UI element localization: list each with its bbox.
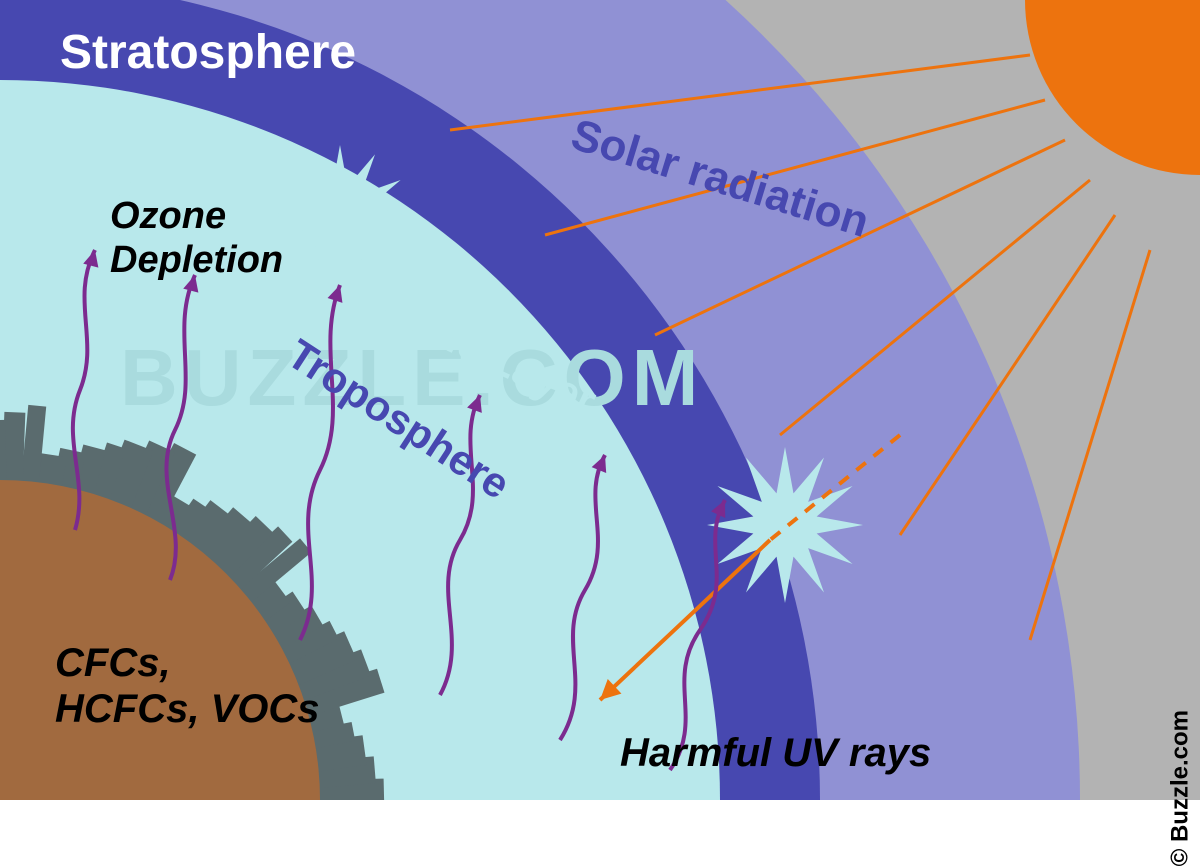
copyright-label: © Buzzle.com xyxy=(1166,710,1194,866)
ozone-depletion-label: Ozone Depletion xyxy=(110,195,283,282)
stratosphere-label: Stratosphere xyxy=(60,25,356,80)
uv-rays-label: Harmful UV rays xyxy=(620,730,931,776)
cfcs-label: CFCs, HCFCs, VOCs xyxy=(55,640,320,732)
